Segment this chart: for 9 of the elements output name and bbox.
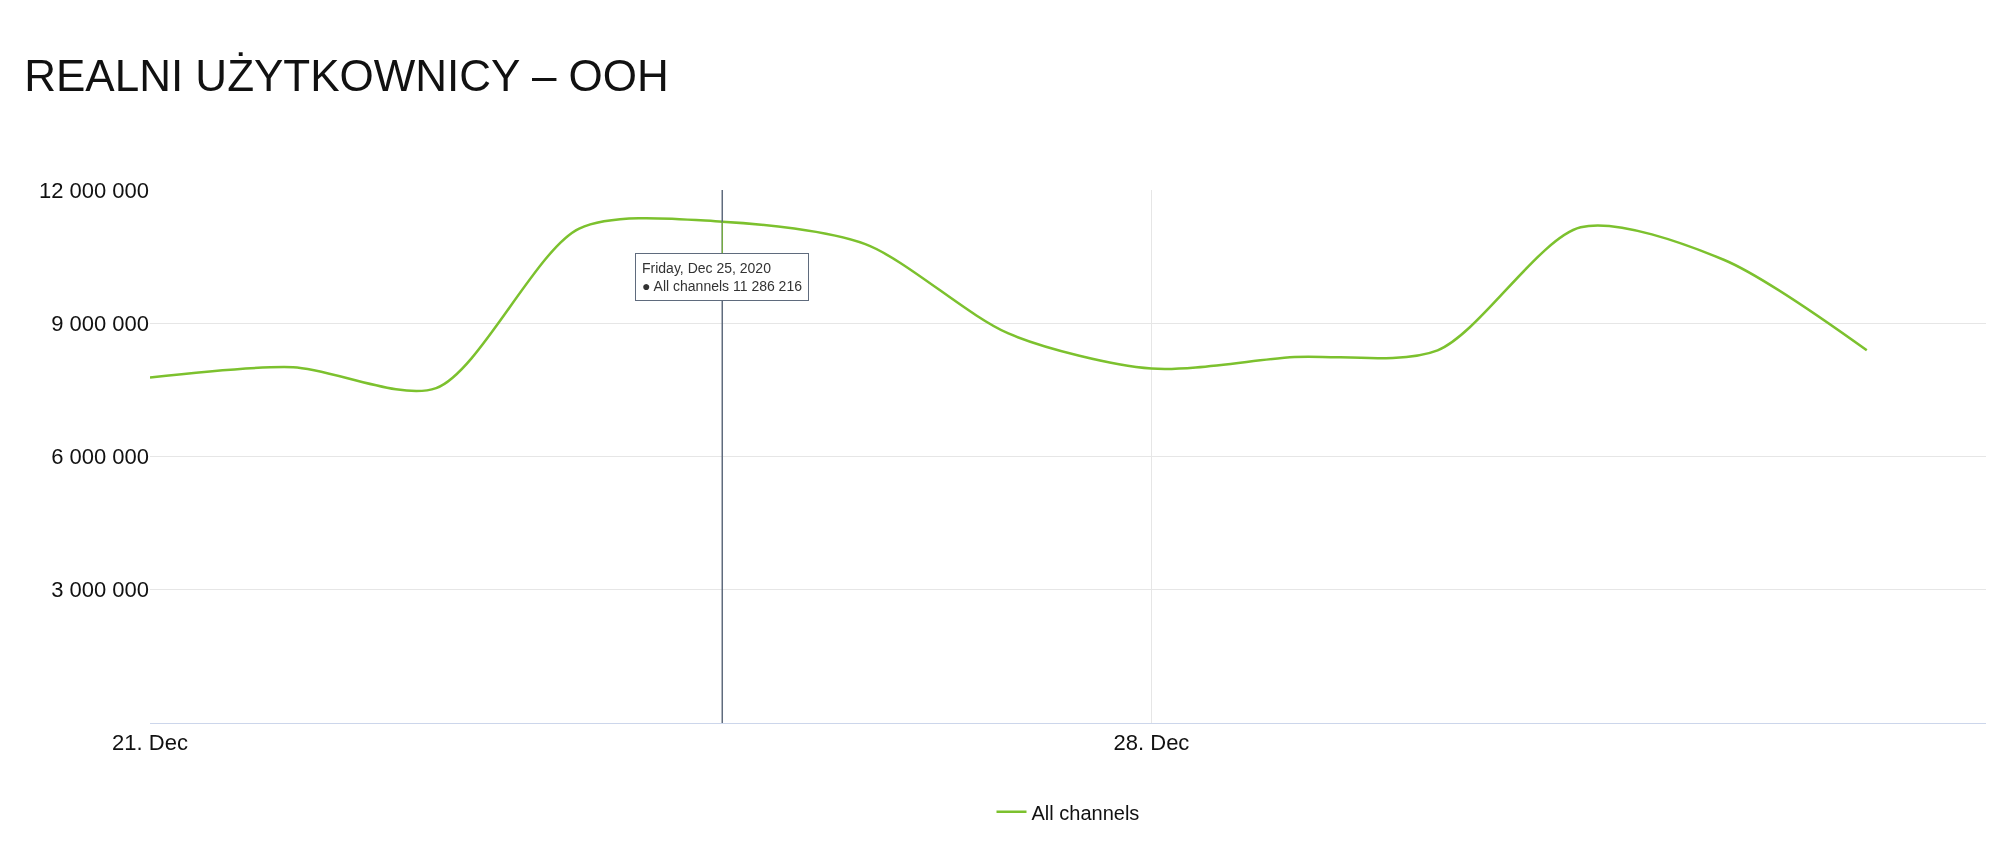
- chart-title: REALNI UŻYTKOWNICY – OOH: [24, 50, 669, 100]
- legend-label: All channels: [1031, 801, 1140, 824]
- y-tick-label: 3 000 000: [51, 577, 149, 603]
- y-tick-label: 6 000 000: [51, 444, 149, 470]
- y-tick-label: 9 000 000: [51, 310, 149, 336]
- x-tick-label: 21. Dec: [112, 730, 188, 756]
- x-tick-label: 28. Dec: [1113, 730, 1190, 756]
- annotation: Friday, Dec 25, 2020 ● All channels 11 286 216: [642, 260, 803, 295]
- y-tick-label: 12 000 000: [38, 177, 149, 203]
